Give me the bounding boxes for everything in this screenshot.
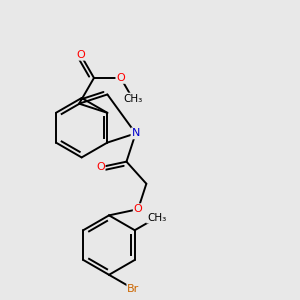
Text: O: O	[96, 162, 105, 172]
Text: O: O	[76, 50, 85, 60]
Text: CH₃: CH₃	[123, 94, 142, 103]
Text: N: N	[131, 128, 140, 138]
Text: CH₃: CH₃	[147, 213, 166, 223]
Text: O: O	[116, 73, 125, 83]
Text: O: O	[134, 204, 142, 214]
Text: Br: Br	[127, 284, 140, 294]
